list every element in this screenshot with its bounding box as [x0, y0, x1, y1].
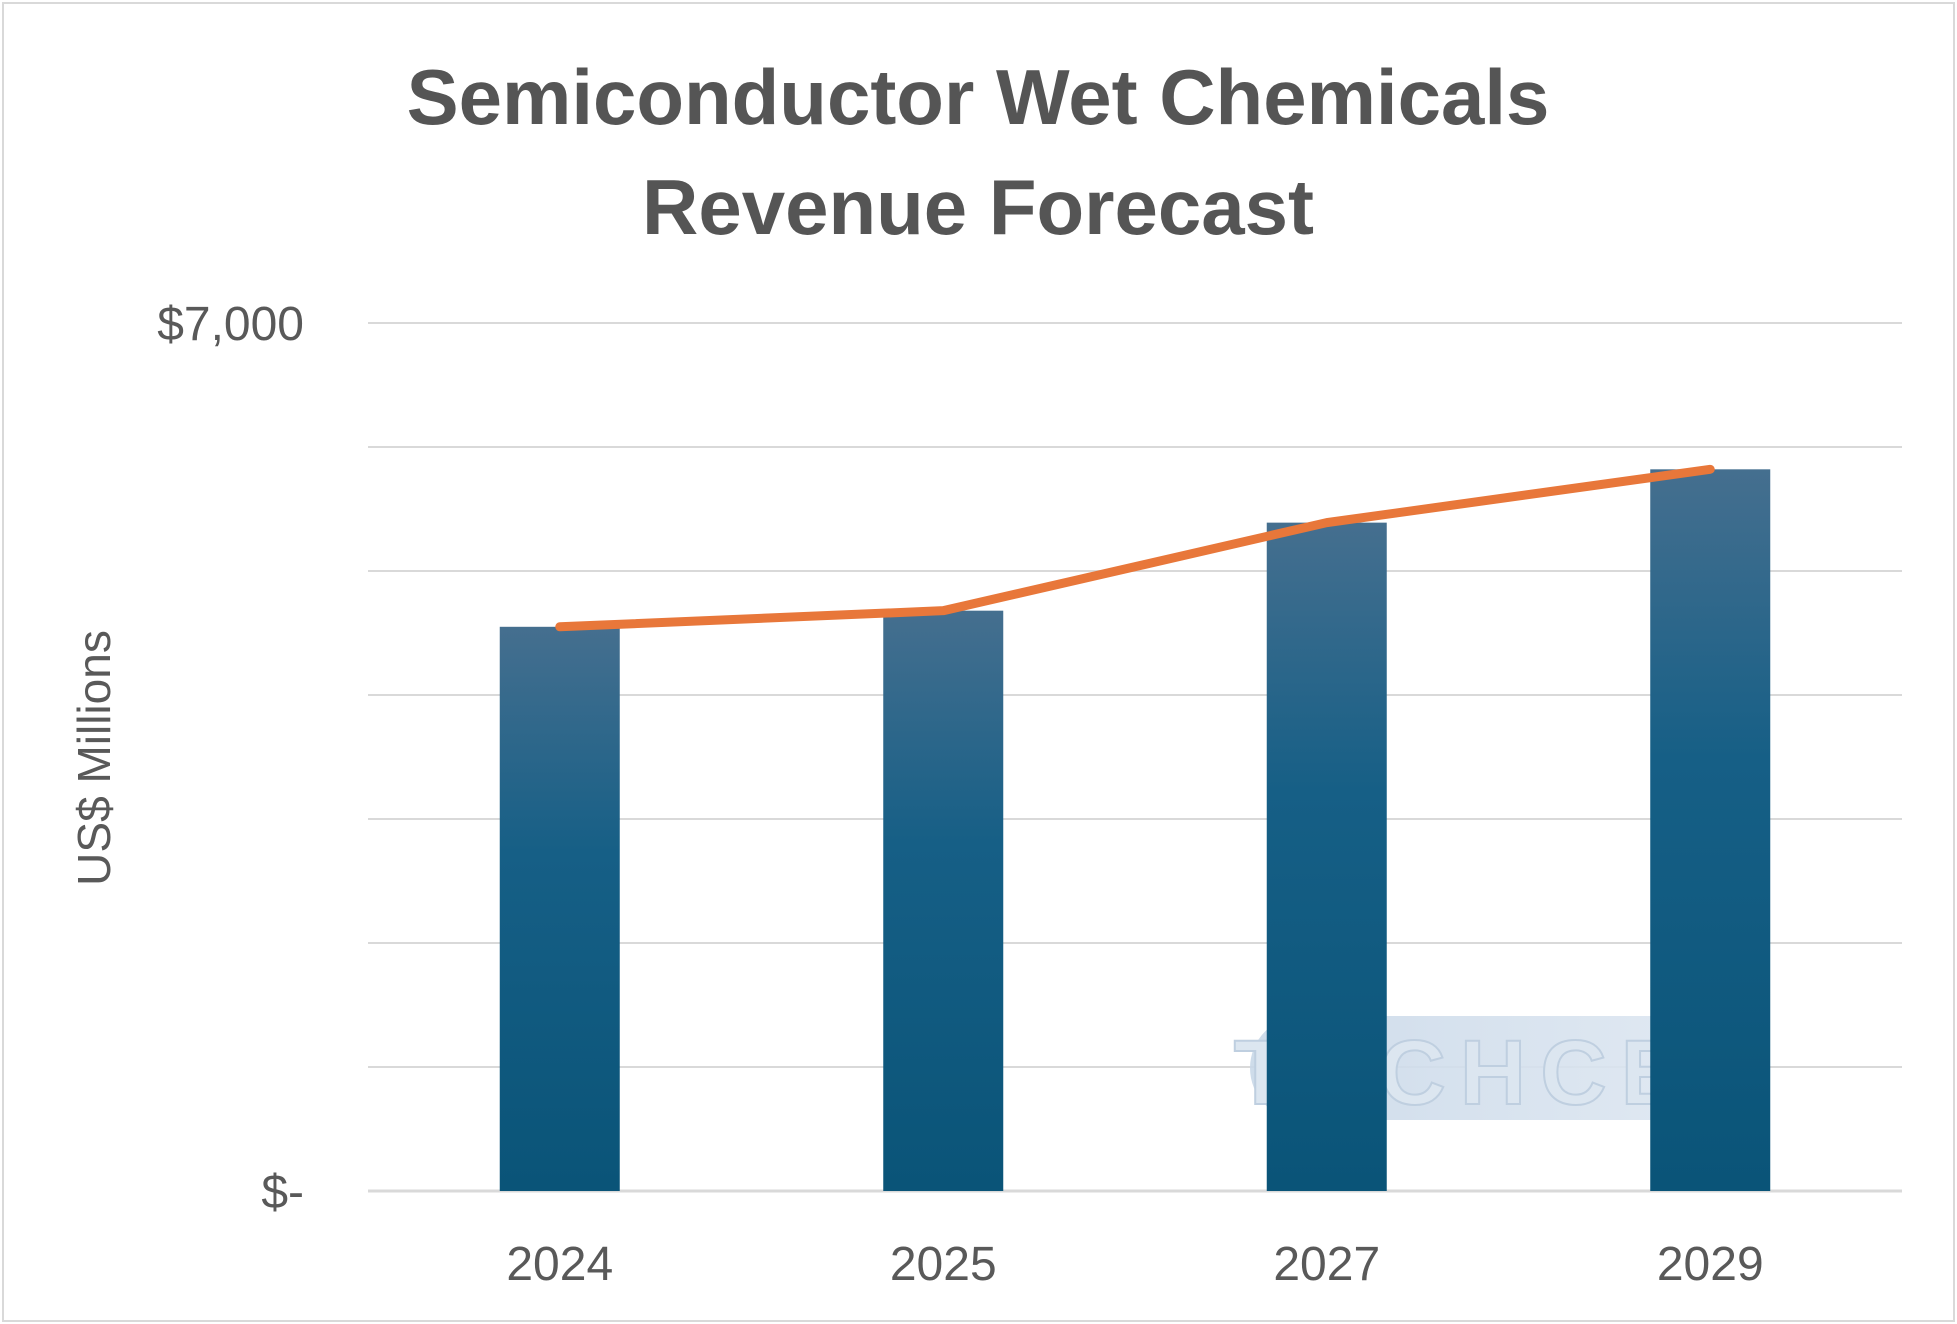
bar-2024 [499, 626, 620, 1191]
bar-2029 [1650, 469, 1771, 1191]
y-tick-label: $7,000 [157, 298, 304, 351]
bar-2025 [883, 610, 1004, 1191]
bar-2027 [1266, 522, 1387, 1191]
bars [499, 469, 1771, 1191]
x-tick-label-2024: 2024 [506, 1238, 613, 1291]
y-tick-label: $- [261, 1166, 304, 1219]
chart-title-line-1: Semiconductor Wet Chemicals [407, 53, 1550, 141]
x-tick-label-2027: 2027 [1273, 1238, 1380, 1291]
chart-title-line-2: Revenue Forecast [642, 163, 1314, 251]
x-tick-label-2029: 2029 [1657, 1238, 1764, 1291]
trend-line-group [555, 464, 1715, 632]
chart-title: Semiconductor Wet Chemicals Revenue Fore… [407, 53, 1550, 251]
trend-line [555, 464, 1715, 632]
x-tick-labels: 2024 2025 2027 2029 [506, 1238, 1763, 1291]
y-axis-title: US$ Millions [68, 630, 120, 886]
x-tick-label-2025: 2025 [890, 1238, 997, 1291]
y-tick-labels: $7,000 $- [157, 298, 304, 1219]
